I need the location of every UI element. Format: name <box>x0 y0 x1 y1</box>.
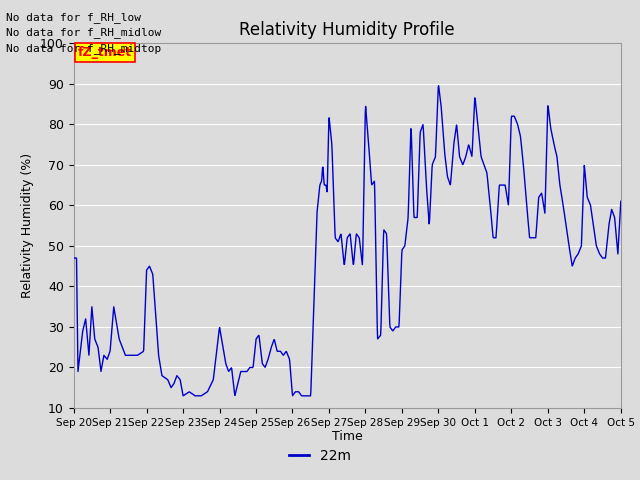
Legend: 22m: 22m <box>283 443 357 468</box>
Text: No data for f_RH_midlow: No data for f_RH_midlow <box>6 27 162 38</box>
Y-axis label: Relativity Humidity (%): Relativity Humidity (%) <box>22 153 35 298</box>
Title: Relativity Humidity Profile: Relativity Humidity Profile <box>239 21 455 39</box>
Text: No data for f_RH_midtop: No data for f_RH_midtop <box>6 43 162 54</box>
X-axis label: Time: Time <box>332 431 363 444</box>
Text: No data for f_RH_low: No data for f_RH_low <box>6 12 141 23</box>
Text: fZ_tmet: fZ_tmet <box>78 46 132 59</box>
